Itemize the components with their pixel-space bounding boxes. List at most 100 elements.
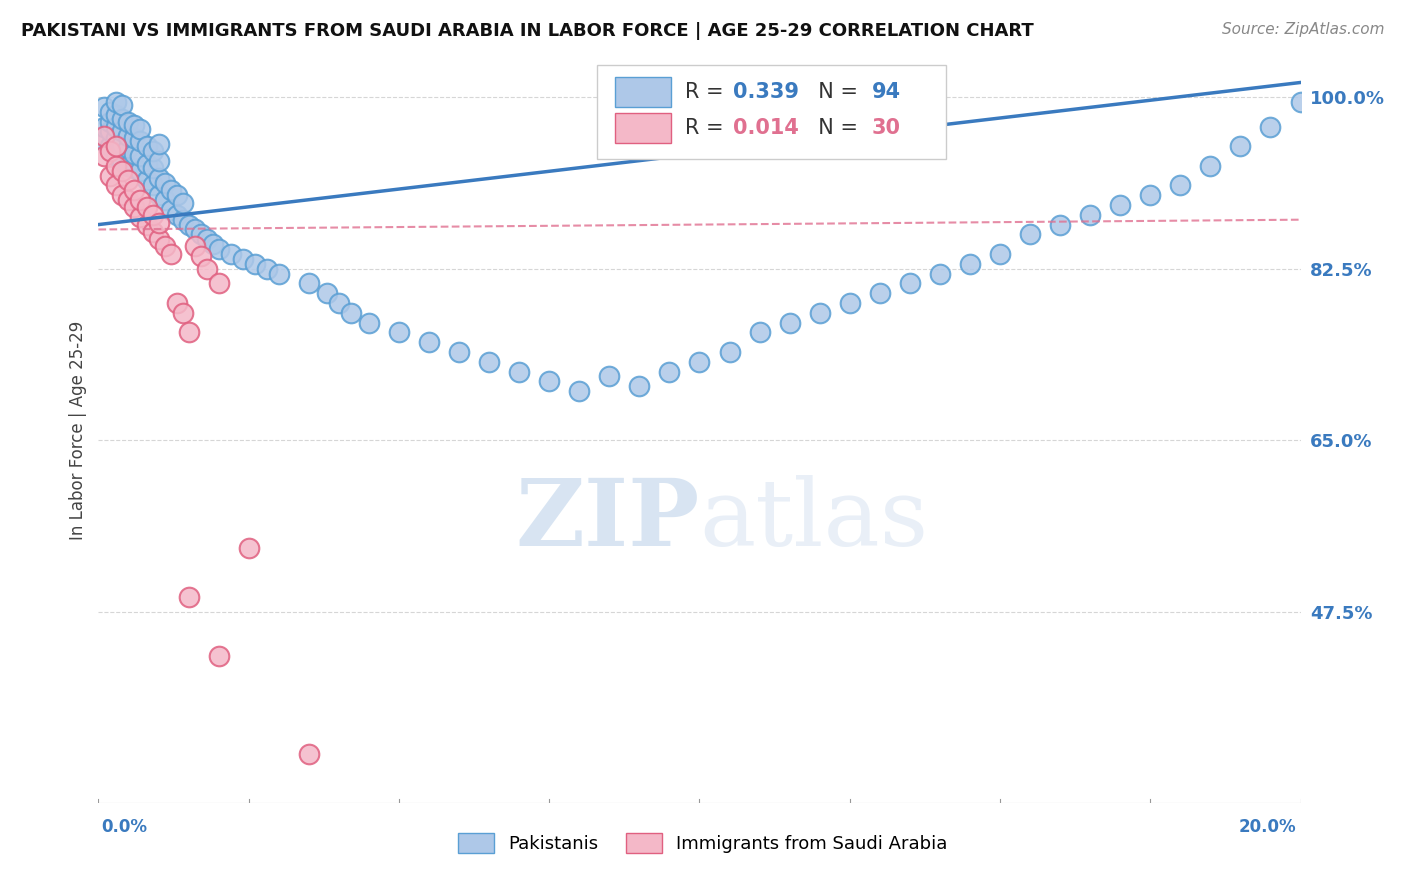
Point (172, 306, 194, 320)
Point (256, 261, 278, 276)
Point (117, 114, 139, 128)
Point (568, 384, 591, 399)
Point (148, 153, 170, 168)
Point (190, 227, 212, 242)
Text: 0.014: 0.014 (733, 118, 799, 138)
Point (298, 277, 321, 291)
Point (148, 170, 170, 185)
FancyBboxPatch shape (616, 113, 671, 143)
Point (124, 161, 146, 175)
Point (1260, 120, 1282, 134)
Point (208, 242, 231, 256)
Point (111, 163, 134, 178)
Point (447, 345, 470, 359)
Point (1170, 178, 1192, 193)
Point (100, 144, 122, 158)
Point (148, 232, 170, 246)
Point (141, 161, 163, 175)
Point (135, 173, 157, 187)
Point (105, 139, 128, 153)
Point (478, 355, 501, 369)
Point (129, 193, 152, 207)
Point (508, 365, 530, 379)
Point (93, 100, 115, 114)
Text: 94: 94 (872, 82, 900, 103)
Text: 30: 30 (872, 118, 900, 138)
Point (388, 326, 411, 340)
Point (718, 345, 741, 359)
Point (135, 157, 157, 171)
Point (111, 153, 134, 168)
Point (159, 183, 181, 197)
Point (135, 139, 157, 153)
Point (328, 296, 350, 310)
Point (100, 139, 122, 153)
Point (124, 200, 146, 214)
Point (124, 147, 146, 161)
Point (195, 232, 218, 246)
Point (177, 218, 200, 232)
Point (808, 306, 831, 320)
Point (238, 541, 260, 555)
Point (124, 183, 146, 197)
Point (111, 188, 134, 202)
Point (190, 249, 212, 263)
Point (1229, 139, 1251, 153)
Point (658, 365, 681, 379)
Text: ZIP: ZIP (515, 475, 699, 565)
Point (357, 316, 380, 330)
Point (243, 257, 266, 271)
Point (869, 286, 891, 301)
Point (988, 247, 1011, 261)
Point (1109, 198, 1132, 212)
Point (298, 747, 321, 761)
Point (1199, 159, 1222, 173)
Point (117, 193, 139, 207)
Legend: Pakistanis, Immigrants from Saudi Arabia: Pakistanis, Immigrants from Saudi Arabia (451, 825, 955, 861)
Point (172, 212, 194, 227)
Point (166, 208, 188, 222)
Point (135, 200, 157, 214)
Point (129, 121, 152, 136)
Point (93, 134, 115, 148)
Point (117, 141, 139, 155)
Point (208, 648, 231, 663)
Point (153, 239, 176, 253)
Point (183, 239, 205, 253)
Point (117, 129, 139, 144)
Point (201, 237, 224, 252)
Text: N =: N = (806, 82, 865, 103)
Point (628, 379, 651, 393)
Point (959, 257, 981, 271)
Text: 0.0%: 0.0% (101, 818, 148, 836)
Point (929, 267, 952, 281)
Point (100, 104, 122, 119)
Point (153, 193, 176, 207)
Point (340, 306, 363, 320)
Point (1049, 218, 1071, 232)
Point (105, 159, 128, 173)
Point (129, 163, 152, 178)
Point (1289, 95, 1312, 109)
Point (219, 247, 242, 261)
Text: N =: N = (806, 118, 865, 138)
Text: 20.0%: 20.0% (1239, 818, 1296, 836)
FancyBboxPatch shape (616, 78, 671, 107)
Point (129, 134, 152, 148)
Point (232, 252, 254, 266)
Point (135, 218, 157, 232)
Point (538, 375, 561, 389)
Point (141, 178, 163, 193)
Point (124, 131, 146, 145)
Point (688, 355, 710, 369)
Point (117, 159, 139, 173)
Point (93, 149, 115, 163)
Y-axis label: In Labor Force | Age 25-29: In Labor Force | Age 25-29 (69, 321, 87, 540)
Point (898, 277, 921, 291)
Point (129, 149, 152, 163)
Point (177, 326, 200, 340)
Point (148, 188, 170, 202)
Point (111, 124, 134, 138)
Point (100, 114, 122, 128)
Point (748, 326, 770, 340)
